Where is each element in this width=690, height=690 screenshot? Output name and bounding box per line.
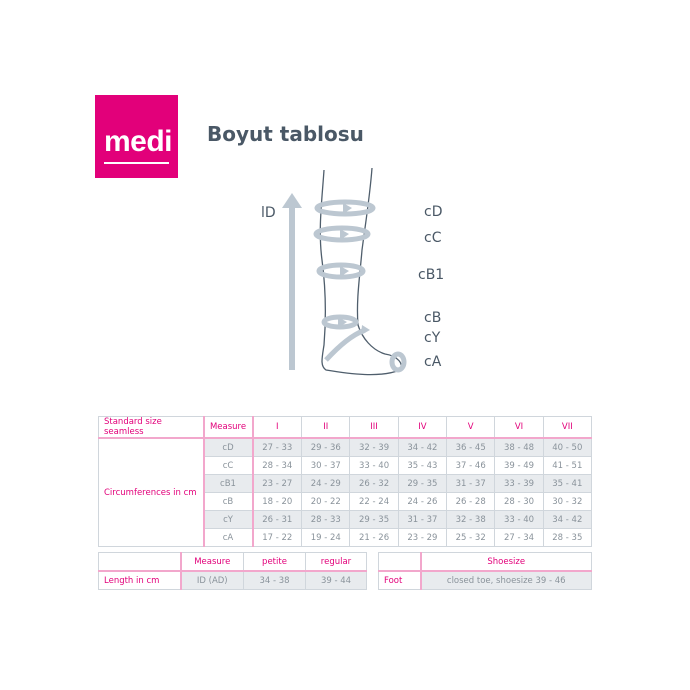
corner-header: Standard size seamless [98, 416, 204, 439]
size-value-cell: 30 - 37 [301, 456, 351, 475]
table-row: cY 26 - 31 28 - 33 29 - 35 31 - 37 32 - 38 33 … [99, 510, 593, 529]
measure-cell: cY [202, 510, 253, 529]
shoesize-header: Shoesize [419, 552, 592, 572]
length-table: Measure petite regular Length in cm ID (… [98, 552, 367, 590]
size-value-cell: 26 - 31 [251, 510, 303, 529]
foot-table: Shoesize Foot closed toe, shoesize 39 - … [378, 552, 592, 590]
table-row: cB 18 - 20 20 - 22 22 - 24 24 - 26 26 - 28 28 … [99, 492, 593, 511]
measure-cell: cB1 [202, 474, 253, 493]
size-header: VI [494, 416, 544, 439]
length-label: lD [261, 205, 276, 221]
size-value-cell: 31 - 37 [397, 510, 448, 529]
measure-header: Measure [179, 552, 244, 572]
size-value-cell: 39 - 49 [494, 456, 544, 475]
label-cY: cY [424, 330, 441, 346]
label-cD: cD [424, 204, 443, 220]
size-value-cell: 30 - 32 [542, 492, 593, 511]
page-title: Boyut tablosu [207, 122, 364, 146]
length-row-label: Length in cm [98, 570, 181, 590]
size-value-cell: 26 - 28 [446, 492, 496, 511]
size-value-cell: 28 - 35 [542, 528, 593, 547]
size-value-cell: 33 - 40 [349, 456, 399, 475]
circumference-markers [313, 199, 407, 373]
foot-value: closed toe, shoesize 39 - 46 [419, 570, 592, 590]
table-row: cC 28 - 34 30 - 37 33 - 40 35 - 43 37 - 46 39 … [99, 456, 593, 475]
petite-value: 34 - 38 [243, 570, 306, 590]
marker-arrowheads [338, 203, 370, 335]
size-value-cell: 26 - 32 [349, 474, 399, 493]
size-header: III [349, 416, 399, 439]
label-cB: cB [424, 310, 442, 326]
size-value-cell: 25 - 32 [446, 528, 496, 547]
size-value-cell: 21 - 26 [349, 528, 399, 547]
size-value-cell: 33 - 39 [494, 474, 544, 493]
size-value-cell: 35 - 41 [542, 474, 593, 493]
size-value-cell: 28 - 30 [494, 492, 544, 511]
size-value-cell: 18 - 20 [251, 492, 303, 511]
measure-cell: cB [202, 492, 253, 511]
size-value-cell: 28 - 34 [251, 456, 303, 475]
size-value-cell: 20 - 22 [301, 492, 351, 511]
size-table: Standard size seamless Measure I II III … [98, 416, 593, 547]
length-measure: ID (AD) [179, 570, 244, 590]
size-value-cell: 33 - 40 [494, 510, 544, 529]
size-value-cell: 23 - 29 [397, 528, 448, 547]
size-value-cell: 28 - 33 [301, 510, 351, 529]
label-cB1: cB1 [418, 267, 445, 283]
table-row: Circumferences in cm cD 27 - 33 29 - 36 32 -… [98, 437, 593, 547]
foot-row-label: Foot [378, 570, 421, 590]
size-value-cell: 34 - 42 [542, 510, 593, 529]
size-header: VII [542, 416, 593, 439]
label-cC: cC [424, 230, 442, 246]
size-value-cell: 32 - 38 [446, 510, 496, 529]
label-cA: cA [424, 354, 442, 370]
size-value-cell: 31 - 37 [446, 474, 496, 493]
size-value-cell: 24 - 26 [397, 492, 448, 511]
size-value-cell: 29 - 35 [397, 474, 448, 493]
size-value-cell: 36 - 45 [446, 437, 496, 457]
size-value-cell: 34 - 42 [397, 437, 448, 457]
size-value-cell: 24 - 29 [301, 474, 351, 493]
length-arrow-icon [282, 193, 302, 370]
size-header: II [301, 416, 351, 439]
size-value-cell: 19 - 24 [301, 528, 351, 547]
row-group-label: Circumferences in cm [98, 437, 204, 547]
size-header-row: Standard size seamless Measure I II III … [98, 416, 593, 439]
size-header: I [251, 416, 303, 439]
table-row: cA 17 - 22 19 - 24 21 - 26 23 - 29 25 - 32 27 … [99, 528, 593, 547]
size-value-cell: 27 - 33 [251, 437, 303, 457]
size-value-cell: 22 - 24 [349, 492, 399, 511]
size-value-cell: 37 - 46 [446, 456, 496, 475]
measure-cell: cD [202, 437, 253, 457]
size-value-cell: 40 - 50 [542, 437, 593, 457]
size-value-cell: 29 - 36 [301, 437, 351, 457]
measure-header: Measure [202, 416, 253, 439]
logo-text: medi [104, 125, 173, 158]
size-header: V [446, 416, 496, 439]
size-header: IV [397, 416, 448, 439]
regular-value: 39 - 44 [305, 570, 367, 590]
measure-cell: cC [202, 456, 253, 475]
medi-logo: medi [95, 95, 178, 178]
petite-header: petite [243, 552, 306, 572]
size-value-cell: 35 - 43 [397, 456, 448, 475]
size-value-cell: 41 - 51 [542, 456, 593, 475]
size-value-cell: 32 - 39 [349, 437, 399, 457]
regular-header: regular [305, 552, 367, 572]
size-value-cell: 23 - 27 [251, 474, 303, 493]
size-value-cell: 38 - 48 [494, 437, 544, 457]
size-value-cell: 17 - 22 [251, 528, 303, 547]
size-value-cell: 29 - 35 [349, 510, 399, 529]
measure-cell: cA [202, 528, 253, 547]
size-value-cell: 27 - 34 [494, 528, 544, 547]
